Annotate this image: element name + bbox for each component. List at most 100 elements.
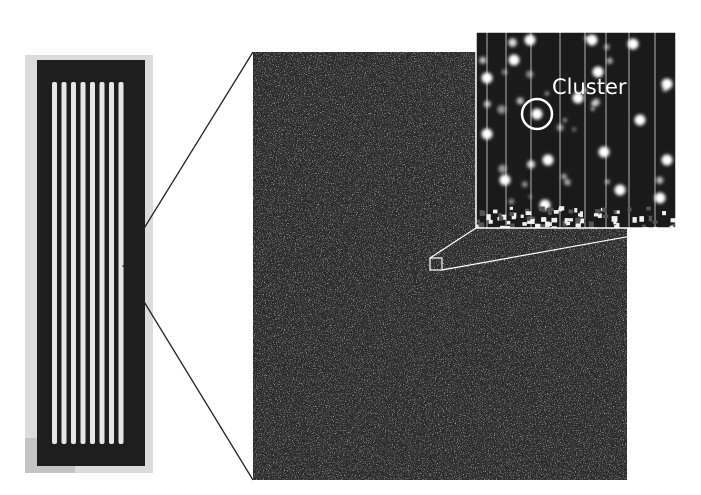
cluster-spot — [526, 160, 536, 169]
cluster-spot — [479, 56, 487, 64]
cluster-spot — [501, 69, 508, 75]
cluster-spot — [572, 92, 584, 104]
cluster-spot — [605, 179, 610, 185]
cluster-spot — [481, 128, 493, 140]
cluster-spot — [592, 98, 600, 107]
cluster-spot — [563, 118, 567, 122]
callout-marker — [121, 255, 144, 277]
strip-speck — [567, 218, 573, 222]
cluster-spot — [592, 66, 604, 78]
strip-speck — [486, 214, 491, 221]
strip-speck — [588, 221, 594, 228]
strip-speck — [548, 211, 552, 216]
strip-speck — [538, 224, 545, 228]
strip-speck — [611, 216, 618, 222]
strip-speck — [509, 212, 514, 217]
cluster-spot — [586, 34, 598, 46]
cluster-spot — [531, 108, 543, 120]
flowcell-lane — [90, 82, 95, 444]
cluster-spot — [481, 72, 493, 84]
strip-speck — [546, 207, 550, 212]
flowcell-lane — [52, 82, 57, 444]
strip-speck — [541, 217, 547, 222]
flowcell-lane — [61, 82, 67, 444]
strip-speck — [627, 207, 632, 212]
strip-speck — [597, 213, 602, 219]
strip-speck — [648, 215, 653, 222]
cluster-spot — [524, 34, 536, 46]
flowcell-lane — [109, 82, 114, 444]
cluster-spot — [603, 44, 610, 51]
cluster-spot — [662, 86, 669, 93]
strip-speck — [553, 210, 559, 214]
zoom-line-top — [429, 227, 477, 259]
strip-speck — [568, 209, 573, 214]
cluster-spot — [497, 105, 507, 114]
inset-background — [476, 32, 676, 228]
strip-speck — [602, 214, 609, 219]
cluster-highlight-circle — [520, 97, 554, 131]
cluster-spot — [483, 100, 491, 108]
flowcell-lane — [71, 82, 76, 444]
callout-line-bottom — [142, 299, 254, 481]
strip-speck — [480, 210, 486, 216]
strip-speck — [531, 218, 535, 225]
flowcell-photo — [25, 55, 153, 473]
cluster-spot — [634, 114, 646, 126]
strip-speck — [646, 206, 651, 211]
strip-speck — [639, 216, 644, 222]
zoom-region — [429, 257, 443, 271]
cluster-spot — [627, 38, 639, 50]
flowcell-lanes — [52, 82, 124, 444]
cluster-label: Cluster — [552, 75, 627, 99]
flowcell-lane — [99, 82, 105, 444]
callout-line-top — [142, 51, 254, 231]
strip-speck — [545, 221, 550, 227]
cluster-spot — [499, 174, 511, 186]
strip-speck — [613, 219, 617, 225]
strip-speck — [500, 225, 506, 228]
strip-speck — [632, 217, 637, 223]
cluster-spot — [564, 179, 571, 186]
strip-speck — [535, 223, 541, 228]
flowcell-lane — [80, 82, 86, 444]
strip-speck — [527, 219, 532, 224]
cluster-spot — [556, 124, 564, 132]
strip-speck — [562, 220, 569, 227]
strip-speck — [564, 218, 568, 224]
inset-clusters — [479, 34, 673, 211]
cluster-spot — [584, 35, 590, 41]
strip-speck — [575, 221, 581, 228]
strip-speck — [580, 218, 585, 224]
callout-lines — [121, 51, 254, 481]
cluster-spot — [545, 91, 549, 96]
strip-speck — [602, 208, 607, 213]
cluster-spot — [654, 192, 666, 204]
strip-speck — [670, 218, 676, 223]
strip-speck — [500, 214, 507, 220]
strip-speck — [579, 211, 583, 218]
strip-speck — [520, 214, 524, 218]
strip-speck — [498, 213, 502, 218]
strip-speck — [526, 216, 530, 221]
cluster-spot — [516, 97, 524, 105]
strip-speck — [505, 226, 510, 228]
strip-speck — [506, 220, 511, 225]
inset-bottom-strip — [476, 206, 676, 228]
strip-speck — [476, 219, 481, 223]
cluster-spot — [561, 173, 567, 180]
strip-speck — [522, 222, 527, 226]
zoom-line-bottom — [441, 227, 677, 271]
cluster-spot — [528, 195, 532, 199]
strip-speck — [671, 223, 676, 228]
strip-speck — [595, 209, 601, 215]
cluster-spot — [598, 146, 610, 158]
strip-speck — [478, 222, 485, 228]
cluster-spot — [508, 38, 517, 47]
strip-speck — [662, 211, 667, 216]
cluster-spot — [583, 88, 588, 93]
flowcell-lane — [118, 82, 124, 444]
strip-speck — [669, 225, 674, 228]
